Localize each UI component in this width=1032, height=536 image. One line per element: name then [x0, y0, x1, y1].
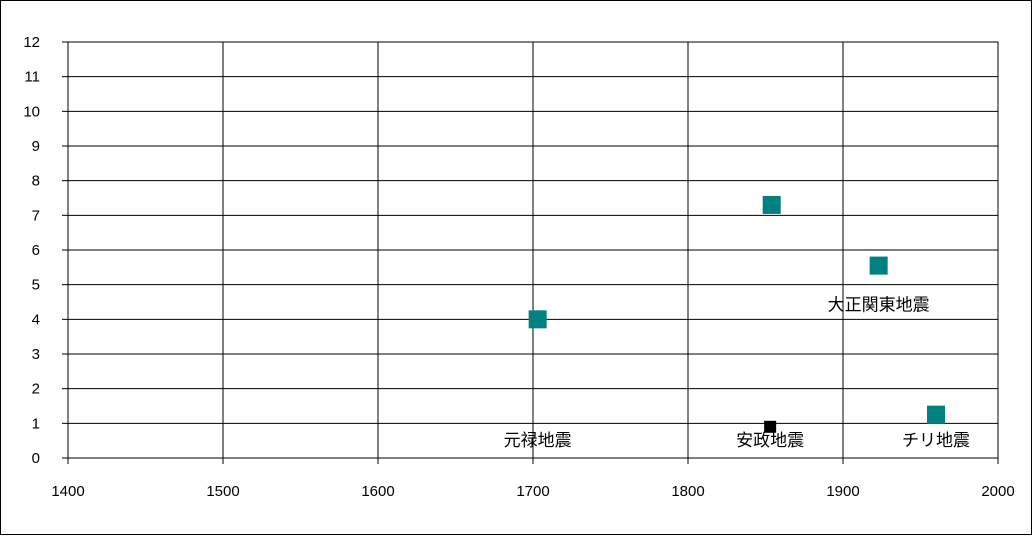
y-tick-label: 9 — [32, 138, 40, 155]
annotation-label: 安政地震 — [736, 431, 804, 451]
y-tick-label: 10 — [23, 103, 40, 120]
y-tick-label: 5 — [32, 277, 40, 294]
data-point — [764, 420, 777, 433]
data-point — [869, 256, 888, 275]
data-points — [528, 195, 945, 433]
y-tick-label: 8 — [32, 173, 40, 190]
data-point — [528, 310, 547, 329]
data-point — [762, 195, 781, 214]
x-tick-label: 1900 — [826, 483, 859, 500]
x-tick-label: 1600 — [361, 483, 394, 500]
y-tick-label: 12 — [23, 34, 40, 51]
x-tick-label: 1700 — [516, 483, 549, 500]
annotation-label: 元禄地震 — [504, 431, 572, 451]
y-tick-label: 2 — [32, 381, 40, 398]
x-tick-label: 1800 — [671, 483, 704, 500]
y-tick-label: 4 — [32, 311, 40, 328]
data-point — [927, 405, 945, 424]
annotation-label: 大正関東地震 — [828, 296, 930, 316]
y-tick-label: 11 — [24, 69, 40, 86]
x-tick-label: 1400 — [51, 483, 84, 500]
x-axis-ticks: 1400 1500 1600 1700 1800 1900 2000 — [51, 458, 1015, 500]
y-tick-label: 6 — [32, 242, 40, 259]
x-tick-label: 1500 — [206, 483, 239, 500]
y-tick-label: 3 — [32, 346, 40, 363]
x-tick-label: 2000 — [981, 483, 1014, 500]
y-tick-label: 0 — [32, 450, 40, 467]
y-tick-label: 1 — [32, 415, 40, 432]
y-tick-label: 7 — [32, 207, 40, 224]
grid-lines — [67, 41, 999, 459]
annotation-label: チリ地震 — [902, 431, 970, 451]
